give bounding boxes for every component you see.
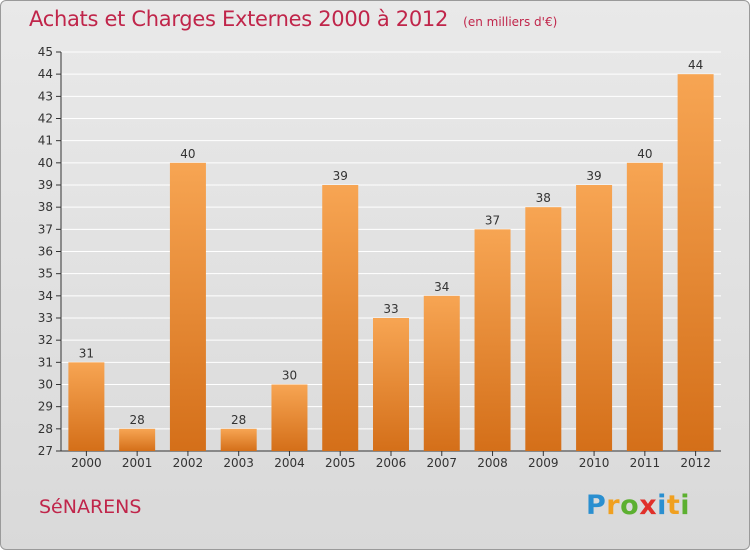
y-tick-label: 30 xyxy=(38,378,53,392)
x-tick-label-2003: 2003 xyxy=(223,456,254,470)
logo-letter: i xyxy=(657,490,667,521)
data-label-2004: 30 xyxy=(282,369,297,383)
y-tick-label: 34 xyxy=(38,289,53,303)
data-label-2011: 40 xyxy=(637,147,652,161)
data-label-2000: 31 xyxy=(79,346,94,360)
y-tick-label: 31 xyxy=(38,355,53,369)
bar-2010 xyxy=(576,185,613,451)
y-tick-label: 37 xyxy=(38,222,53,236)
logo-letter: i xyxy=(680,490,691,521)
x-tick-label-2011: 2011 xyxy=(630,456,661,470)
data-label-2003: 28 xyxy=(231,413,246,427)
y-tick-label: 29 xyxy=(38,400,53,414)
bar-2000 xyxy=(68,362,105,451)
y-tick-label: 45 xyxy=(38,45,53,59)
data-label-2001: 28 xyxy=(130,413,145,427)
y-tick-label: 41 xyxy=(38,134,53,148)
logo-letter: x xyxy=(639,490,658,521)
x-tick-label-2008: 2008 xyxy=(477,456,508,470)
proxiti-logo: Proxiti xyxy=(586,490,690,521)
y-tick-label: 39 xyxy=(38,178,53,192)
data-label-2007: 34 xyxy=(434,280,449,294)
x-tick-label-2002: 2002 xyxy=(173,456,204,470)
y-tick-label: 33 xyxy=(38,311,53,325)
bar-2008 xyxy=(474,229,511,451)
y-tick-label: 38 xyxy=(38,200,53,214)
y-tick-label: 40 xyxy=(38,156,53,170)
data-label-2009: 38 xyxy=(536,191,551,205)
x-tick-label-2010: 2010 xyxy=(579,456,610,470)
bar-2004 xyxy=(271,384,308,451)
bar-2003 xyxy=(220,428,257,451)
bar-2009 xyxy=(525,207,562,451)
data-label-2012: 44 xyxy=(688,58,703,72)
x-tick-label-2006: 2006 xyxy=(376,456,407,470)
chart-title: Achats et Charges Externes 2000 à 2012 (… xyxy=(29,7,557,31)
data-label-2008: 37 xyxy=(485,213,500,227)
logo-letter: r xyxy=(606,490,621,521)
y-tick-label: 28 xyxy=(38,422,53,436)
y-tick-label: 35 xyxy=(38,267,53,281)
logo-letter: t xyxy=(666,490,681,521)
y-tick-label: 43 xyxy=(38,89,53,103)
x-tick-label-2004: 2004 xyxy=(274,456,305,470)
data-label-2006: 33 xyxy=(383,302,398,316)
y-tick-label: 42 xyxy=(38,112,53,126)
y-tick-label: 36 xyxy=(38,245,53,259)
x-tick-label-2001: 2001 xyxy=(122,456,153,470)
x-tick-label-2007: 2007 xyxy=(426,456,457,470)
axes: 27 28 29 30 31 32 33 34 35 36 37 38 39 40 41 42 43 44 45 20… xyxy=(38,45,721,470)
x-tick-label-2000: 2000 xyxy=(71,456,102,470)
commune-name: SéNARENS xyxy=(39,496,142,518)
x-tick-label-2009: 2009 xyxy=(528,456,559,470)
y-tick-label: 27 xyxy=(38,444,53,458)
x-tick-label-2012: 2012 xyxy=(680,456,711,470)
bar-2011 xyxy=(626,162,663,452)
bars xyxy=(68,74,714,452)
bar-2007 xyxy=(423,295,460,451)
logo-letter: o xyxy=(620,490,640,521)
bar-2006 xyxy=(373,318,409,451)
chart-title-text: Achats et Charges Externes 2000 à 2012 xyxy=(29,7,449,31)
bar-2005 xyxy=(322,185,359,451)
bar-2012 xyxy=(677,74,714,452)
data-label-2010: 39 xyxy=(586,169,601,183)
data-label-2005: 39 xyxy=(333,169,348,183)
bar-labels: 31 28 40 28 30 39 33 34 37 38 39 40 44 xyxy=(79,58,704,427)
x-tick-label-2005: 2005 xyxy=(325,456,356,470)
logo-letter: P xyxy=(586,490,607,521)
bar-2002 xyxy=(169,162,206,452)
data-label-2002: 40 xyxy=(180,147,195,161)
y-tick-label: 32 xyxy=(38,333,53,347)
y-tick-label: 44 xyxy=(38,67,53,81)
chart-unit-text: (en milliers d'€) xyxy=(463,15,558,29)
bar-2001 xyxy=(119,428,156,451)
